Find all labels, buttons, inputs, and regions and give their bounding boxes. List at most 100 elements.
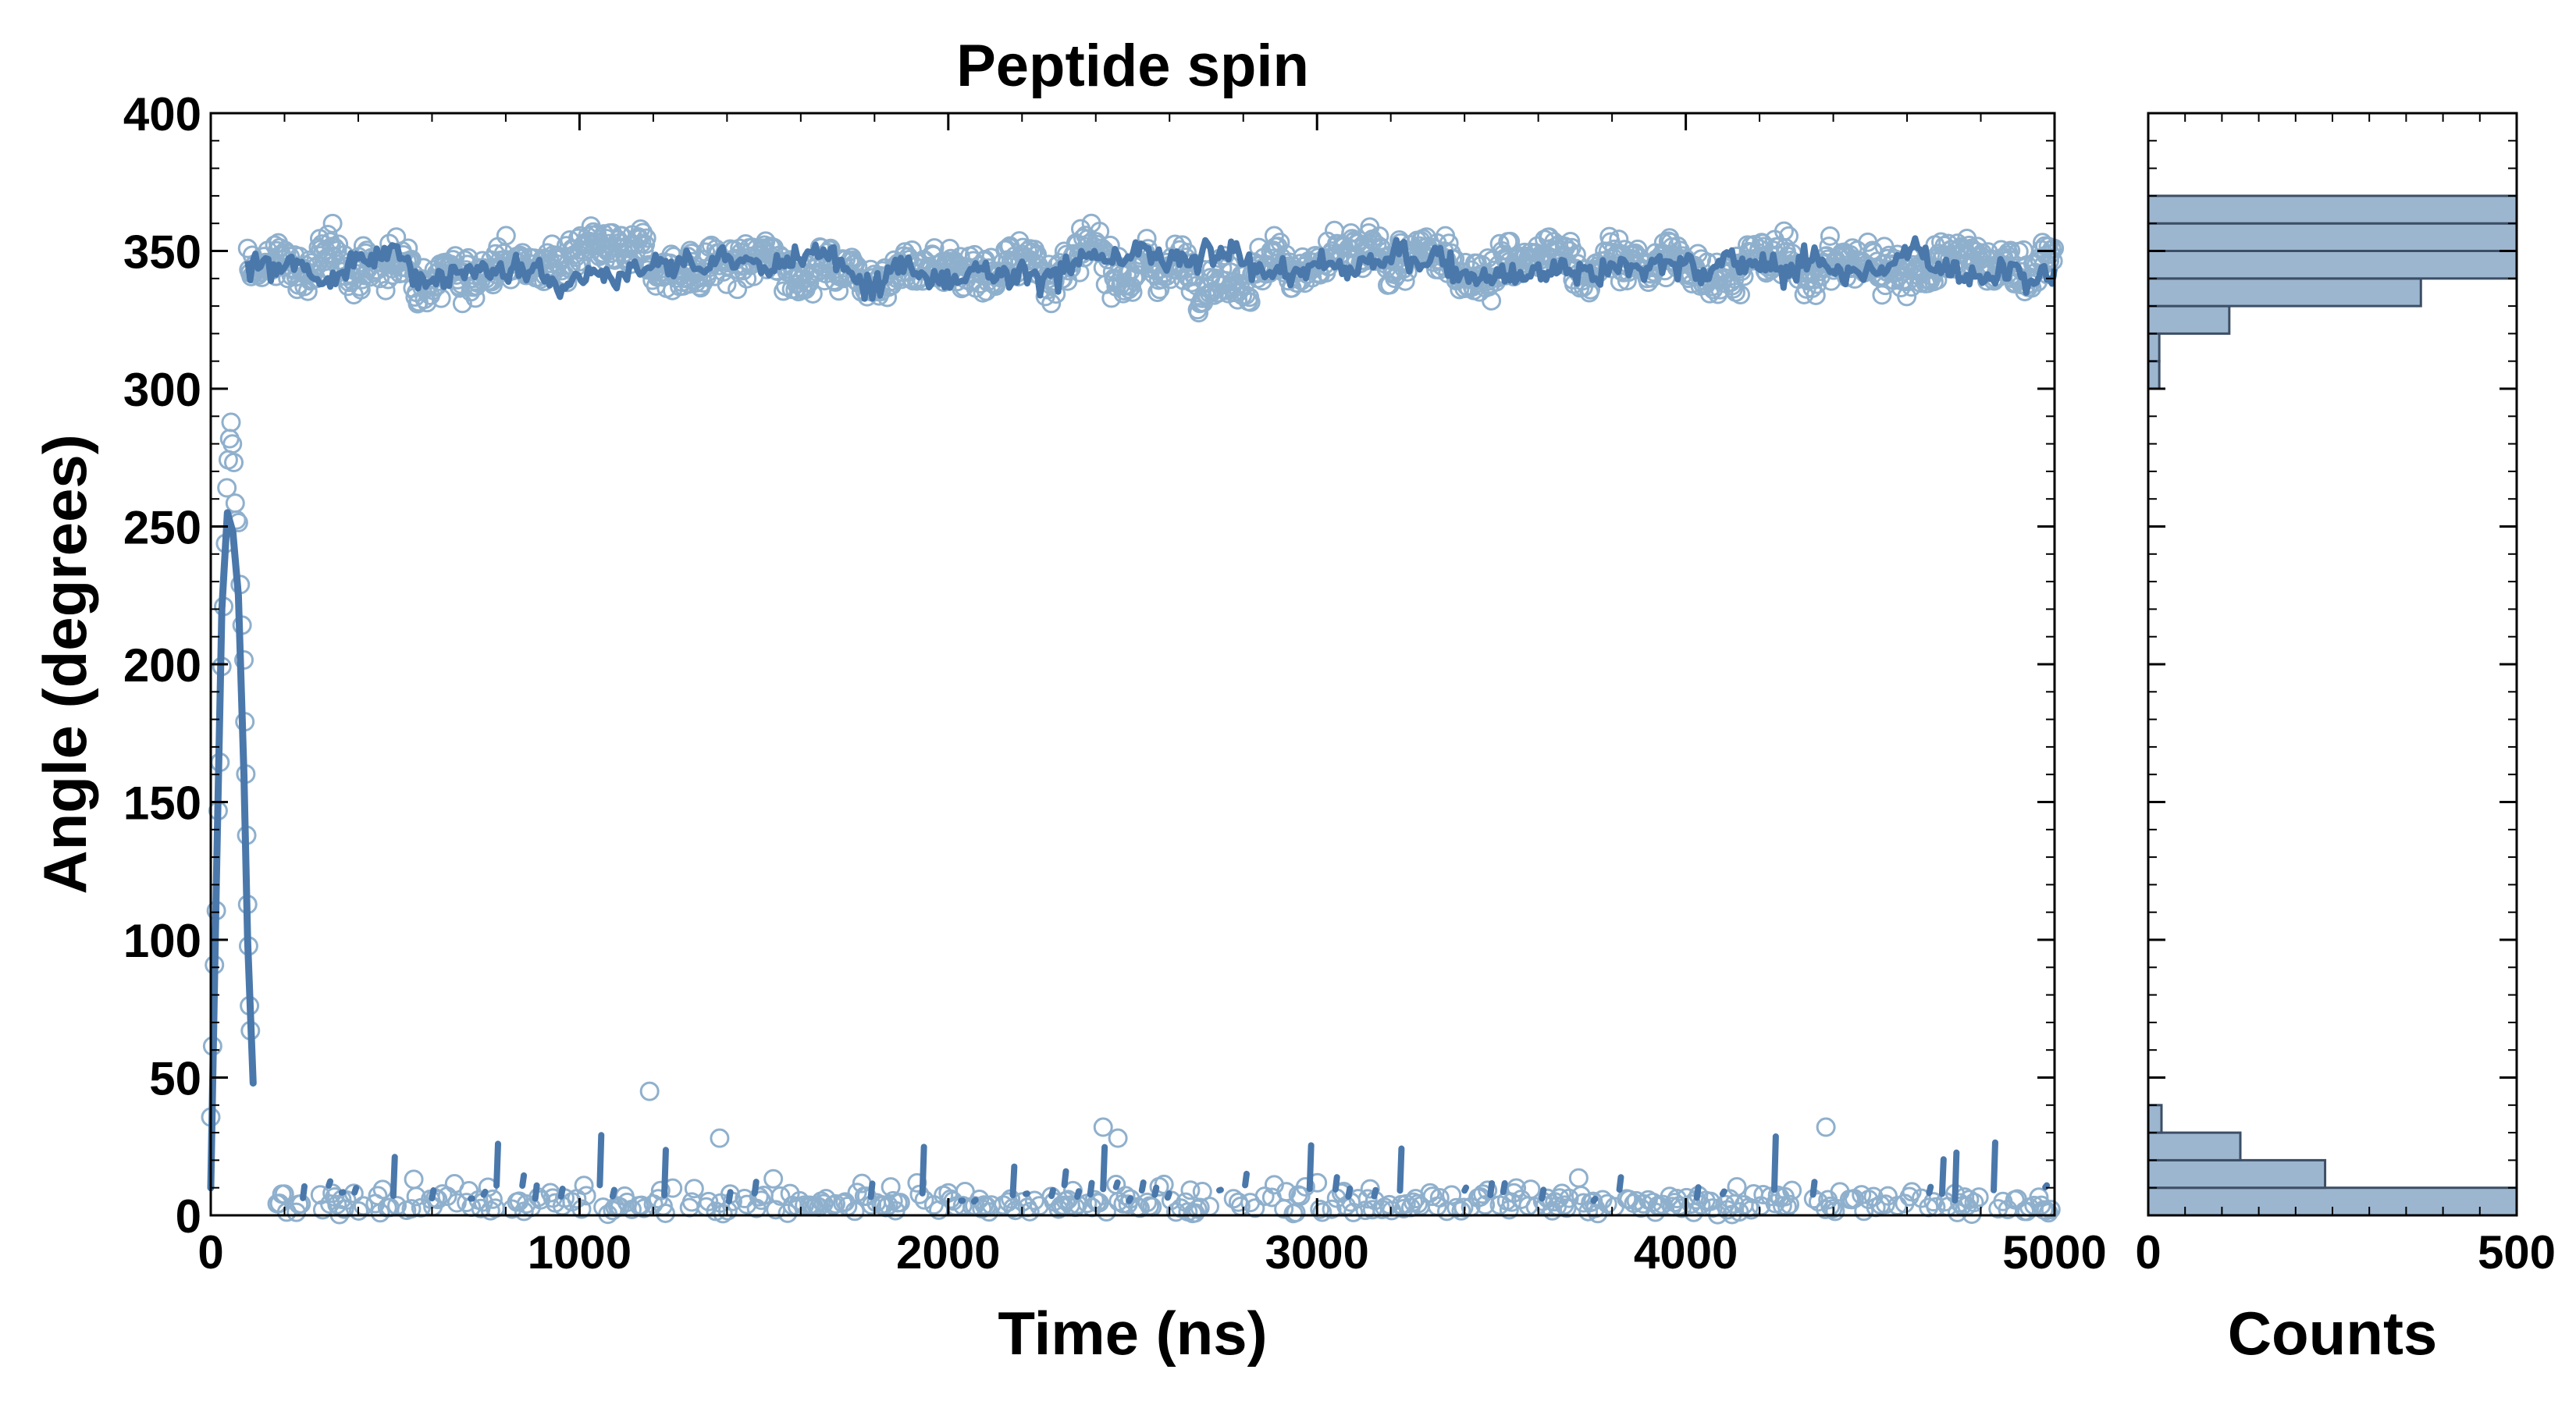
data-point [574, 1176, 594, 1196]
smoothed-line-upper [244, 235, 2058, 302]
hist-x-tick-label: 0 [2135, 1226, 2161, 1279]
smoothed-line-lower-segment [1590, 1195, 1599, 1204]
data-point [1395, 271, 1415, 291]
y-axis-label: Angle (degrees) [30, 434, 99, 894]
smoothed-line-lower-segment [351, 1185, 360, 1196]
data-point [224, 452, 244, 472]
hist-x-tick-label: 500 [2478, 1226, 2556, 1279]
data-point [1254, 1186, 1275, 1207]
smoothed-line-lower-segment [390, 1154, 398, 1200]
data-point [1360, 1179, 1380, 1199]
x-tick-label: 0 [197, 1226, 223, 1279]
histogram-x-axis-label: Counts [2228, 1299, 2438, 1368]
data-point [1998, 242, 2019, 262]
main-y-ticks: 0 50 100 150 200 250 300 350 400 [123, 88, 2055, 1243]
smoothed-line-lower-segment [1693, 1184, 1702, 1201]
y-tick-label: 50 [149, 1053, 201, 1105]
histogram-bars [2147, 194, 2518, 1217]
smoothed-line-lower-segment [1074, 1188, 1083, 1200]
data-point [1507, 1178, 1527, 1198]
smoothed-line-lower-segment [326, 1178, 334, 1189]
data-point [375, 280, 396, 301]
smoothed-line-lower-segment [300, 1183, 308, 1201]
smoothed-line-lower-segment [1770, 1133, 1779, 1193]
smoothed-line-lower-segment [1461, 1184, 1470, 1194]
smoothed-line-lower-segment [661, 1147, 669, 1199]
histogram-bar [2147, 277, 2422, 308]
smoothed-line-lower-segment [1048, 1186, 1056, 1200]
data-point [1566, 244, 1586, 265]
histogram-bar [2147, 304, 2231, 335]
data-point [1240, 292, 1261, 312]
main-x-ticks: 0 1000 2000 3000 4000 5000 [197, 113, 2107, 1279]
data-point [1475, 1195, 1496, 1215]
smoothed-line-lower-segment [751, 1179, 760, 1197]
data-point [1270, 233, 1290, 253]
data-point [465, 288, 486, 308]
smoothed-line-lower-segment [1112, 1179, 1121, 1190]
data-point [1671, 1198, 1692, 1218]
data-point [1727, 1176, 1747, 1197]
main-panel: 0 1000 2000 3000 4000 5000 0 50 100 150 200 250 300… [30, 33, 2107, 1368]
data-point [225, 493, 245, 514]
data-point [222, 434, 243, 454]
data-point [1125, 268, 1145, 288]
smoothed-line-lower-segment [1138, 1179, 1147, 1194]
data-point [699, 1191, 719, 1211]
smoothed-line-lower-segment [1991, 1139, 1998, 1193]
smoothed-line-lower-segment [429, 1187, 437, 1202]
data-point [909, 1184, 930, 1204]
x-tick-label: 3000 [1265, 1226, 1368, 1279]
data-point [1964, 1193, 1984, 1213]
smoothed-line-lower-segment [1926, 1183, 1934, 1197]
smoothed-line-lower-segment [919, 1144, 927, 1197]
data-point [2038, 1203, 2058, 1223]
data-point [1096, 1202, 1116, 1222]
data-point [401, 1199, 422, 1219]
smoothed-line-lower-segment [1719, 1188, 1727, 1197]
data-point [1959, 1190, 1980, 1210]
data-point [404, 1169, 424, 1190]
smoothed-line-lower-segment [532, 1182, 540, 1202]
smoothed-line-lower-segment [1616, 1174, 1624, 1193]
histogram-panel: 0 500 Counts [2135, 112, 2556, 1368]
smoothed-line-lower-segment [1332, 1174, 1340, 1193]
data-point [602, 222, 622, 243]
data-point [348, 1200, 368, 1221]
data-point [881, 1177, 901, 1197]
smoothed-line [207, 235, 2058, 1205]
smoothed-line-lower-segment [1126, 1195, 1134, 1204]
data-point [1902, 1182, 1922, 1202]
data-point [655, 1203, 675, 1223]
smoothed-line-lower-segment [1164, 1190, 1172, 1201]
data-point [763, 1168, 784, 1189]
data-point [1691, 1195, 1711, 1215]
histogram-bar [2147, 1104, 2163, 1134]
y-tick-label: 400 [123, 88, 201, 140]
smoothed-line-lower-segment [725, 1189, 734, 1205]
data-point [1322, 1199, 1342, 1219]
x-tick-label: 1000 [528, 1226, 632, 1279]
data-point [1568, 1168, 1589, 1188]
data-point [1825, 1201, 1845, 1222]
data-point [1019, 1201, 1040, 1222]
x-axis-label: Time (ns) [998, 1299, 1267, 1368]
data-point [370, 269, 390, 289]
data-point [710, 1128, 730, 1148]
y-tick-label: 300 [123, 364, 201, 416]
y-tick-label: 100 [123, 915, 201, 967]
histogram-bar [2147, 194, 2518, 225]
data-point [1276, 1182, 1297, 1202]
data-point [571, 1199, 592, 1219]
data-point [1628, 239, 1648, 259]
smoothed-line-lower-segment [1809, 1179, 1818, 1198]
histogram-bar [2147, 1131, 2242, 1161]
data-point [1396, 1193, 1416, 1214]
data-point [221, 412, 241, 432]
data-point [587, 224, 607, 244]
data-point [217, 478, 237, 498]
histogram-y-ticks [2148, 112, 2517, 1217]
data-point [636, 228, 656, 248]
data-point [1854, 1201, 1874, 1222]
